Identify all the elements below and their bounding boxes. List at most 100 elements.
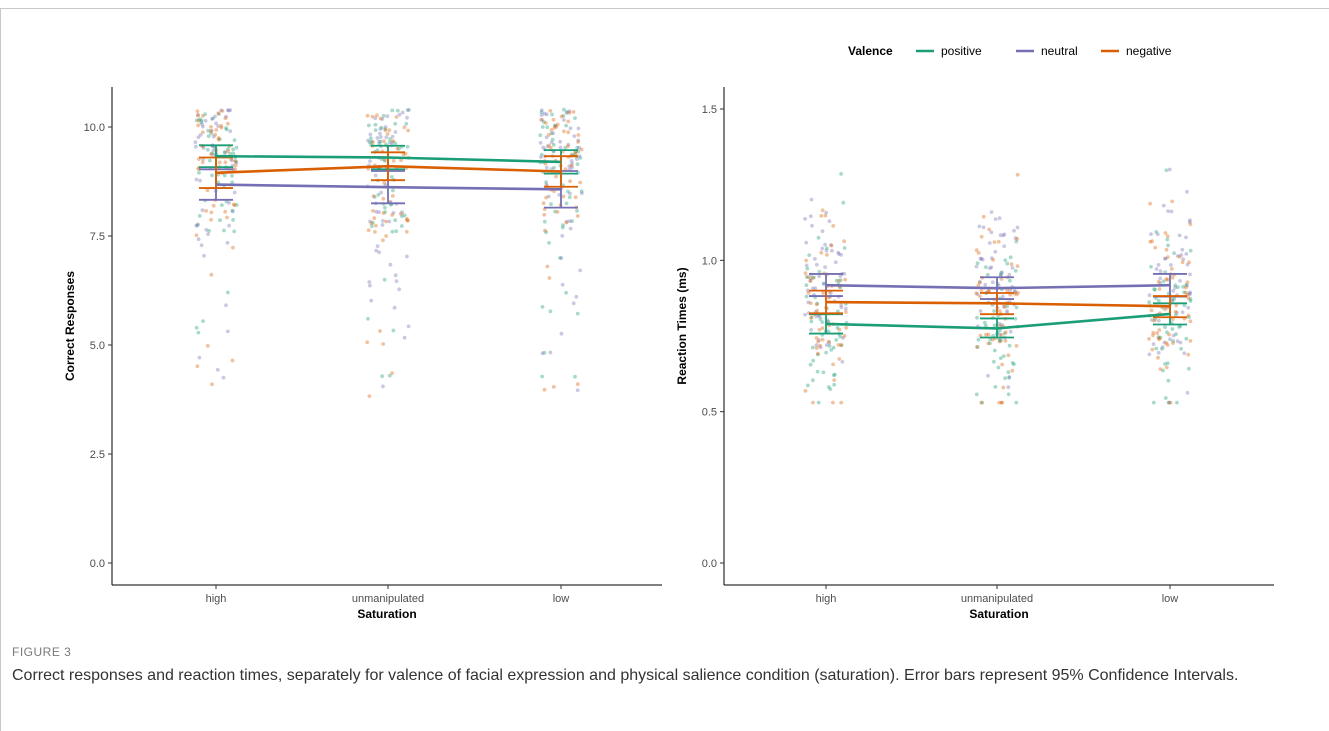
data-point [577, 145, 581, 150]
data-point [824, 210, 829, 215]
data-point [202, 253, 206, 258]
data-point [1002, 331, 1007, 336]
data-point [804, 240, 809, 245]
data-point [1173, 313, 1178, 318]
data-point [1166, 400, 1171, 405]
data-point [979, 234, 984, 239]
data-point [1184, 252, 1189, 256]
data-point [226, 108, 230, 112]
data-point [564, 123, 568, 128]
data-point [227, 201, 232, 205]
data-point [562, 129, 566, 134]
data-point [549, 202, 553, 207]
data-point [993, 217, 998, 222]
data-point [978, 256, 983, 261]
data-point [841, 200, 846, 205]
data-point [839, 305, 844, 310]
data-point [1164, 277, 1169, 281]
data-point [823, 213, 828, 218]
data-point [843, 277, 848, 282]
data-point [824, 343, 829, 347]
data-point [991, 258, 995, 262]
data-point [808, 214, 813, 219]
data-point [372, 195, 377, 199]
data-point [369, 298, 374, 303]
data-point [980, 400, 985, 405]
data-point [1151, 342, 1156, 346]
data-point [1014, 344, 1019, 348]
data-point [1150, 239, 1155, 244]
data-point [216, 137, 221, 142]
data-point [838, 278, 843, 283]
data-point [210, 117, 215, 121]
data-point [1015, 264, 1020, 268]
data-point [1188, 297, 1193, 301]
data-point [821, 291, 826, 295]
data-point [576, 126, 581, 131]
data-point [224, 303, 228, 308]
data-point [1188, 222, 1193, 227]
data-point [542, 387, 547, 392]
data-point [977, 280, 982, 285]
data-point [978, 294, 982, 299]
data-point [1013, 268, 1018, 273]
data-point [810, 223, 814, 228]
data-point [1188, 290, 1192, 295]
data-point [1173, 285, 1177, 290]
data-point [544, 182, 549, 187]
data-point [228, 151, 233, 156]
data-point [226, 121, 230, 126]
data-point [827, 219, 832, 224]
data-point [834, 338, 839, 342]
legend-title: Valence [848, 44, 893, 58]
data-point [1167, 332, 1171, 337]
data-point [820, 326, 825, 330]
data-point [828, 291, 833, 295]
data-point [818, 345, 823, 350]
data-point [225, 215, 229, 220]
data-point [230, 180, 235, 185]
data-point [992, 323, 997, 328]
data-point [1165, 277, 1170, 282]
data-point [549, 131, 554, 136]
data-point [209, 125, 213, 129]
data-point [391, 159, 396, 163]
data-point [1180, 247, 1185, 252]
data-point [406, 324, 411, 329]
data-point [211, 148, 216, 153]
data-point [209, 129, 213, 134]
data-point [575, 209, 579, 213]
data-point [209, 152, 214, 157]
data-point [381, 342, 386, 346]
data-point [1014, 292, 1019, 297]
data-point [196, 123, 201, 128]
data-point [560, 282, 565, 287]
data-point [231, 202, 236, 207]
data-point [1001, 385, 1006, 390]
data-point [1170, 327, 1175, 331]
data-point [1000, 400, 1004, 405]
data-point [378, 139, 383, 144]
data-point [372, 216, 377, 221]
data-point [546, 194, 551, 199]
data-point [804, 275, 809, 279]
data-point [814, 346, 819, 350]
jitter-points [803, 167, 1193, 405]
data-point [984, 332, 988, 337]
data-point [842, 246, 847, 250]
data-point [808, 301, 813, 305]
data-point [1003, 330, 1008, 335]
data-point [404, 121, 409, 126]
data-point [1185, 390, 1190, 395]
data-point [382, 157, 387, 162]
data-point [546, 133, 551, 137]
data-point [817, 274, 821, 279]
data-point [200, 208, 205, 213]
data-point [541, 120, 546, 124]
data-point [578, 180, 583, 185]
data-point [808, 276, 813, 281]
data-point [219, 123, 224, 128]
data-point [1156, 263, 1161, 267]
data-point [366, 138, 370, 143]
data-point [366, 123, 371, 128]
